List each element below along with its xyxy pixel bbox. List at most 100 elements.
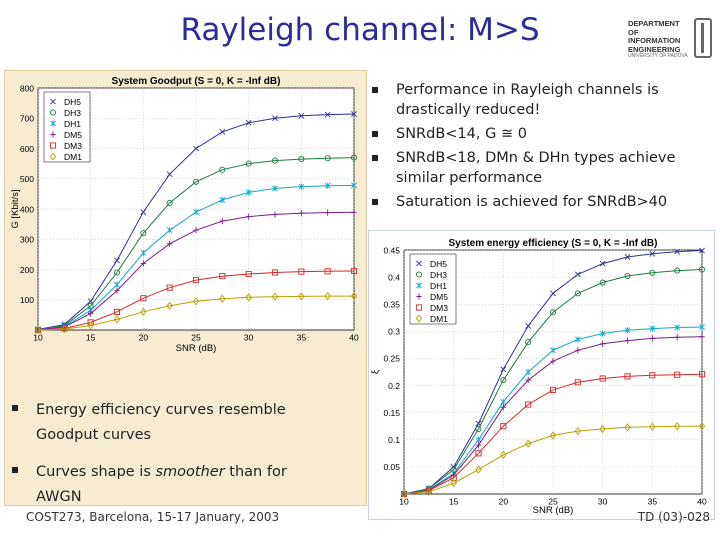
data-point xyxy=(674,371,681,378)
data-point xyxy=(245,293,252,302)
data-point xyxy=(298,156,305,163)
goodput-chart: 10 15 20 25 30 35 40 100 200 300 400 500 600 700 800 Sy… xyxy=(10,76,359,354)
x-tick-label: 20 xyxy=(499,497,509,507)
data-point xyxy=(574,290,581,297)
data-point xyxy=(245,160,252,167)
series-dm3 xyxy=(34,267,358,334)
data-point xyxy=(475,450,482,457)
data-point xyxy=(219,128,226,135)
data-point xyxy=(219,217,225,225)
x-tick-label: 20 xyxy=(139,333,149,343)
legend-marker xyxy=(416,293,422,300)
bullet-square-icon xyxy=(372,87,378,93)
data-point xyxy=(114,281,120,288)
legend-label: DH1 xyxy=(430,281,447,291)
bullet-square-icon xyxy=(372,131,378,137)
top-bullet-list: Performance in Rayleigh channels is dras… xyxy=(372,80,712,216)
data-point xyxy=(574,271,581,278)
data-point xyxy=(500,450,507,460)
bullet-item: SNRdB<14, G ≅ 0 xyxy=(372,124,712,144)
legend-label: DM3 xyxy=(64,141,82,151)
y-tick-label: 0.4 xyxy=(388,272,400,282)
x-tick-label: 15 xyxy=(449,497,459,507)
x-tick-label: 35 xyxy=(297,333,307,343)
data-point xyxy=(624,327,631,334)
legend-marker xyxy=(49,109,57,116)
logo-mark-icon xyxy=(694,18,712,58)
data-point xyxy=(525,368,532,376)
y-tick-label: 0.1 xyxy=(388,435,400,445)
data-point xyxy=(324,155,331,162)
data-point xyxy=(699,333,705,340)
data-point xyxy=(324,111,331,118)
data-point xyxy=(649,269,656,276)
data-point xyxy=(698,371,706,378)
y-tick-label: 600 xyxy=(20,144,34,154)
data-point xyxy=(525,322,532,329)
data-point xyxy=(599,279,606,286)
bullet-square-icon xyxy=(372,199,378,205)
data-point xyxy=(271,292,279,301)
data-point xyxy=(351,111,357,117)
data-point xyxy=(87,321,94,330)
y-tick-label: 0.05 xyxy=(383,462,400,472)
data-point xyxy=(425,487,433,496)
y-axis-label: G [Kbit/s] xyxy=(10,189,21,228)
data-point xyxy=(166,301,173,310)
legend-label: DM5 xyxy=(64,130,82,140)
bottom-text-panel xyxy=(4,357,367,506)
legend-marker xyxy=(49,142,57,149)
data-point xyxy=(219,166,226,173)
data-point xyxy=(698,266,706,273)
data-point xyxy=(649,335,655,342)
data-point xyxy=(219,273,226,280)
data-point xyxy=(166,171,173,178)
x-tick-label: 30 xyxy=(244,333,254,343)
series-dm1 xyxy=(34,292,358,335)
data-point xyxy=(624,254,631,260)
data-point xyxy=(140,209,147,215)
bottom-bullet-list: Energy efficiency curves resemble Goodpu… xyxy=(12,398,332,522)
x-tick-label: 40 xyxy=(697,497,707,507)
data-point xyxy=(350,292,358,301)
data-point xyxy=(475,465,482,474)
data-point xyxy=(140,249,147,256)
data-point xyxy=(525,339,532,346)
data-point xyxy=(624,337,631,344)
series-line xyxy=(37,295,354,331)
data-point xyxy=(298,210,304,217)
bullet-square-icon xyxy=(372,155,378,161)
data-point xyxy=(500,423,507,430)
data-point xyxy=(272,185,278,192)
data-point xyxy=(193,208,199,216)
legend-marker xyxy=(415,314,423,323)
series-dm5 xyxy=(35,209,357,333)
y-tick-label: 100 xyxy=(20,295,34,305)
data-point xyxy=(324,182,331,189)
x-axis-label: SNR (dB) xyxy=(176,343,217,354)
data-point xyxy=(549,386,557,393)
y-tick-label: 0.45 xyxy=(383,245,400,255)
data-point xyxy=(500,404,506,411)
y-tick-label: 0.2 xyxy=(388,381,400,391)
legend-marker xyxy=(50,120,56,127)
data-point xyxy=(600,340,606,347)
data-point xyxy=(114,287,120,294)
x-axis-label: SNR (dB) xyxy=(533,505,574,516)
legend-marker xyxy=(416,260,422,267)
bullet-item: SNRdB<18, DMn & DHn types achieve simila… xyxy=(372,148,712,188)
data-point xyxy=(475,425,482,432)
legend-label: DM1 xyxy=(430,314,448,324)
x-tick-label: 10 xyxy=(399,497,409,507)
data-point xyxy=(140,230,147,237)
footer-doc-id: TD (03)-028 xyxy=(637,510,710,524)
legend-label: DM3 xyxy=(430,303,448,313)
data-point xyxy=(351,182,357,189)
bullet-square-icon xyxy=(12,467,18,473)
legend-marker xyxy=(50,98,56,105)
data-point xyxy=(599,424,606,434)
data-point xyxy=(500,366,507,373)
footer-conference: COST273, Barcelona, 15-17 January, 2003 xyxy=(26,510,280,524)
data-point xyxy=(550,347,556,354)
legend-box xyxy=(43,91,91,163)
